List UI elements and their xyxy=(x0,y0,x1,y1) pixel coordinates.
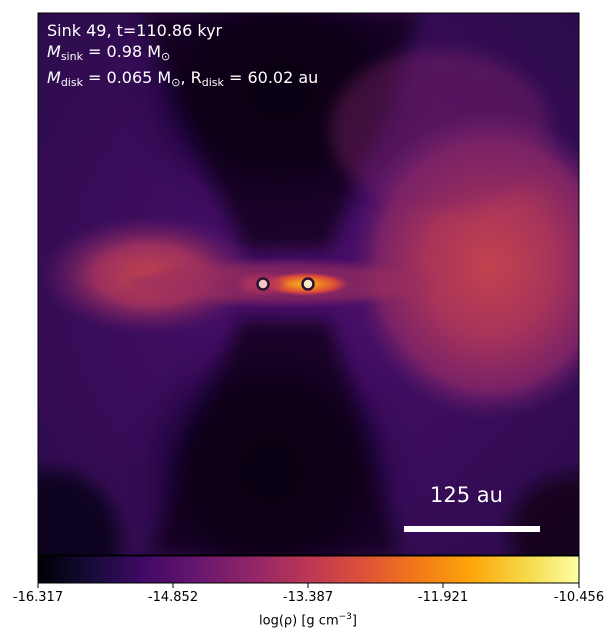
disk-mass-value: = 0.065 M xyxy=(82,68,172,87)
mass-subscript: disk xyxy=(60,76,83,89)
density-map xyxy=(38,13,579,555)
radius-subscript: disk xyxy=(201,76,224,89)
colorbar-label: log(ρ) [g cm−3] xyxy=(259,612,357,628)
sink-info-line: Sink 49, t=110.86 kyr xyxy=(47,21,223,40)
sun-subscript: ⊙ xyxy=(161,50,171,63)
sink-mass-value: = 0.98 M xyxy=(82,42,162,61)
colorbar-label-end: ] xyxy=(351,613,357,629)
overlay-annotation: Sink 49, t=110.86 kyr Msink = 0.98 M⊙ Md… xyxy=(47,20,318,93)
colorbar-tick-label: -11.921 xyxy=(417,590,469,605)
sink-marker xyxy=(301,277,315,291)
colorbar xyxy=(38,556,579,583)
scalebar-label: 125 au xyxy=(430,483,503,507)
mass-symbol: M xyxy=(47,42,61,61)
sun-subscript: ⊙ xyxy=(171,76,181,89)
colorbar-label-exponent: −3 xyxy=(338,612,352,622)
colorbar-tick-label: -13.387 xyxy=(282,590,334,605)
scalebar xyxy=(404,526,540,532)
plot-frame xyxy=(37,12,580,556)
sink-mass-line: Msink = 0.98 M⊙ xyxy=(47,41,318,67)
colorbar-label-main: log(ρ) [g cm xyxy=(259,613,339,629)
disk-radius-value: = 60.02 au xyxy=(223,68,319,87)
radius-symbol: , R xyxy=(180,68,202,87)
colorbar-tick-label: -14.852 xyxy=(147,590,199,605)
sink-marker xyxy=(256,277,270,291)
mass-symbol: M xyxy=(47,68,61,87)
colorbar-tick-label: -10.456 xyxy=(553,590,605,605)
mass-subscript: sink xyxy=(60,50,83,63)
disk-info-line: Mdisk = 0.065 M⊙, Rdisk = 60.02 au xyxy=(47,67,318,93)
colorbar-tick-label: -16.317 xyxy=(12,590,64,605)
